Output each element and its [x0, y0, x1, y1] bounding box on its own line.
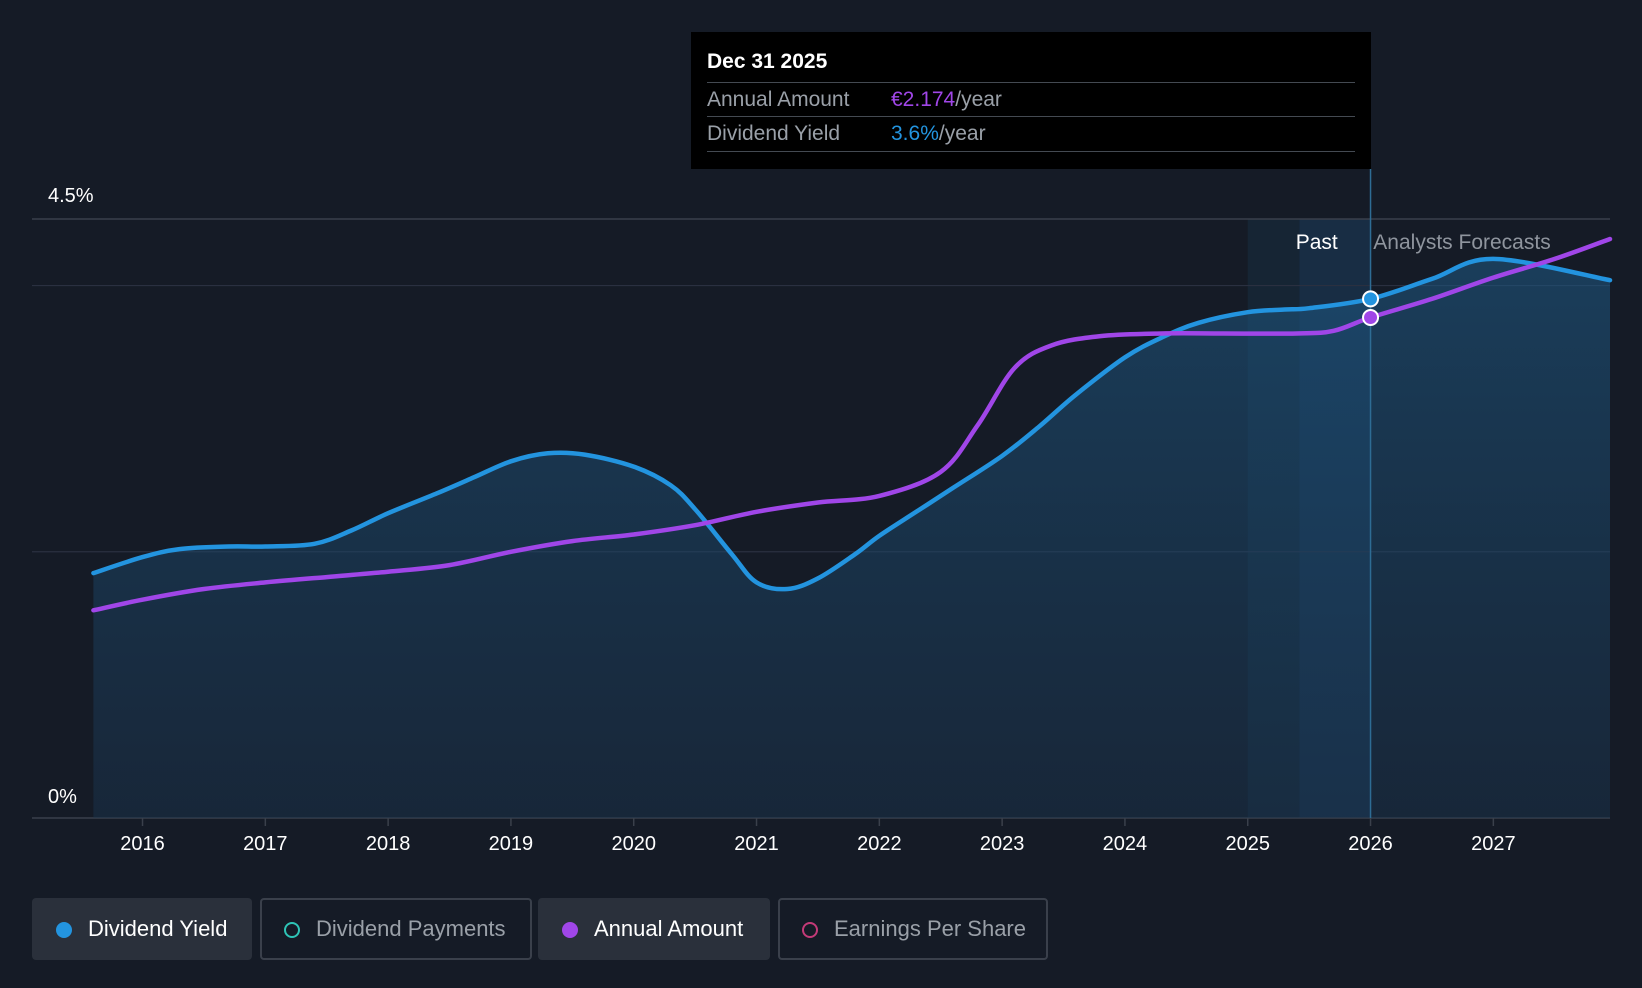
y-tick-label-top: 4.5% [48, 185, 94, 207]
annual-amount-marker [1362, 309, 1380, 327]
annual-amount-line [91, 236, 1613, 613]
tooltip-annual-amount-label: Annual Amount [707, 88, 850, 111]
x-tick-label: 2024 [1103, 833, 1148, 855]
tooltip-date: Dec 31 2025 [707, 50, 828, 73]
x-tick-label: 2023 [980, 833, 1025, 855]
legend-dividend-yield-label: Dividend Yield [88, 916, 228, 941]
tooltip: Dec 31 2025 Annual Amount €2.174/year Di… [691, 32, 1371, 169]
x-tick-label: 2026 [1348, 833, 1393, 855]
tooltip-annual-amount: €2.174/year [891, 88, 1002, 112]
tooltip-annual-amount-value: €2.174 [891, 88, 956, 111]
tooltip-dividend-yield-row: Dividend Yield 3.6%/year [707, 116, 1355, 152]
legend-earnings-per-share-label: Earnings Per Share [834, 916, 1026, 941]
x-tick-label: 2016 [120, 833, 165, 855]
tooltip-annual-amount-row: Annual Amount €2.174/year [707, 82, 1355, 117]
x-tick-label: 2025 [1225, 833, 1270, 855]
dividend-yield-dot-icon [56, 922, 72, 938]
x-tick-label: 2018 [366, 833, 411, 855]
earnings-per-share-ring-icon [802, 922, 818, 938]
x-tick-label: 2027 [1471, 833, 1516, 855]
legend-dividend-yield[interactable]: Dividend Yield [32, 898, 252, 960]
dividend-yield-line [91, 256, 1613, 592]
tooltip-dividend-yield-label: Dividend Yield [707, 122, 841, 145]
forecast-label: Analysts Forecasts [1373, 231, 1550, 254]
dividend-payments-ring-icon [284, 922, 300, 938]
legend-dividend-payments[interactable]: Dividend Payments [260, 898, 532, 960]
dividend-yield-marker [1362, 290, 1380, 308]
tooltip-dividend-yield: 3.6%/year [891, 122, 986, 146]
dividend-yield-area [93, 258, 1610, 818]
x-tick-label: 2022 [857, 833, 902, 855]
legend-annual-amount-label: Annual Amount [594, 916, 744, 941]
x-tick-label: 2020 [611, 833, 656, 855]
legend-dividend-payments-label: Dividend Payments [316, 916, 506, 941]
tooltip-annual-amount-unit: /year [955, 88, 1002, 111]
y-tick-label-zero: 0% [48, 786, 77, 808]
past-label: Past [1296, 231, 1338, 254]
x-axis-ticks: 2016 2017 2018 2019 2020 2021 2022 2023 2024 2025… [120, 818, 1516, 855]
legend-earnings-per-share[interactable]: Earnings Per Share [778, 898, 1048, 960]
x-tick-label: 2017 [243, 833, 288, 855]
legend-annual-amount[interactable]: Annual Amount [538, 898, 770, 960]
annual-amount-dot-icon [562, 922, 578, 938]
x-tick-label: 2019 [489, 833, 534, 855]
x-tick-label: 2021 [734, 833, 779, 855]
tooltip-dividend-yield-unit: /year [938, 122, 986, 145]
tooltip-dividend-yield-value: 3.6% [891, 122, 939, 145]
